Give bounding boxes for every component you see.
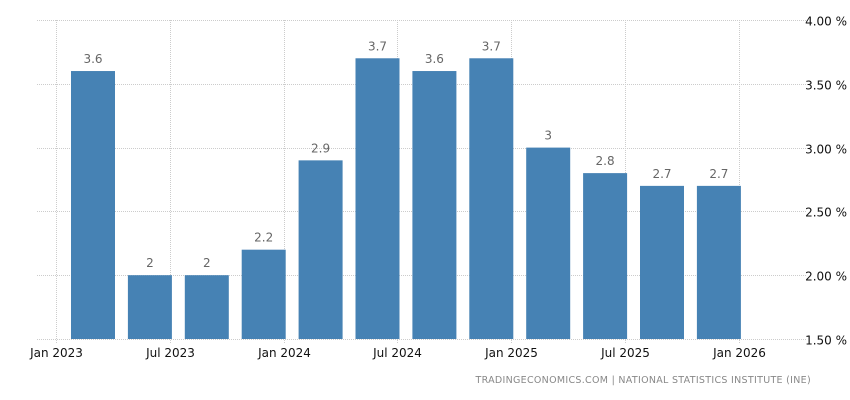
bar bbox=[696, 185, 741, 339]
bar bbox=[355, 58, 400, 339]
x-tick-label: Jul 2025 bbox=[600, 346, 650, 360]
x-axis: Jan 2023 Jul 2023 Jan 2024 Jul 2024 Jan 2025… bbox=[29, 346, 766, 360]
bar-value-label: 3.7 bbox=[368, 39, 387, 53]
bar-value-label: 2 bbox=[203, 256, 211, 270]
bar-value-label: 2.9 bbox=[311, 141, 330, 155]
bars bbox=[71, 58, 741, 339]
y-tick-label: 3.50 % bbox=[805, 79, 847, 93]
bar-value-label: 3 bbox=[544, 129, 552, 143]
bar bbox=[241, 249, 286, 339]
y-tick-label: 1.50 % bbox=[805, 334, 847, 348]
y-axis: 1.50 % 2.00 % 2.50 % 3.00 % 3.50 % 4.00 % bbox=[805, 15, 847, 348]
bar bbox=[412, 71, 457, 339]
source-credit: TRADINGECONOMICS.COM | NATIONAL STATISTI… bbox=[475, 375, 811, 386]
y-tick-label: 4.00 % bbox=[805, 15, 847, 29]
y-tick-label: 2.50 % bbox=[805, 206, 847, 220]
bar bbox=[583, 173, 628, 339]
bar-value-label: 2.2 bbox=[254, 231, 273, 245]
bar-value-label: 2.8 bbox=[596, 154, 615, 168]
x-tick-label: Jan 2026 bbox=[712, 346, 766, 360]
x-tick-label: Jan 2023 bbox=[29, 346, 83, 360]
bar-value-label: 3.6 bbox=[425, 52, 444, 66]
bar-value-labels: 3.6 2 2 2.2 2.9 3.7 3.6 3.7 3 2.8 2.7 2.7 bbox=[83, 39, 728, 270]
bar-value-label: 2 bbox=[146, 256, 154, 270]
bar bbox=[71, 71, 115, 339]
x-tick-label: Jul 2024 bbox=[372, 346, 422, 360]
bar bbox=[184, 275, 229, 339]
y-tick-label: 3.00 % bbox=[805, 143, 847, 157]
x-tick-label: Jan 2025 bbox=[484, 346, 538, 360]
bar bbox=[298, 160, 343, 339]
bar-value-label: 2.7 bbox=[652, 167, 671, 181]
bar bbox=[127, 275, 172, 339]
x-tick-label: Jan 2024 bbox=[257, 346, 311, 360]
x-tick-label: Jul 2023 bbox=[145, 346, 195, 360]
bar-value-label: 2.7 bbox=[709, 167, 728, 181]
bar-value-label: 3.7 bbox=[482, 39, 501, 53]
bar bbox=[469, 58, 514, 339]
y-tick-label: 2.00 % bbox=[805, 270, 847, 284]
bar bbox=[640, 185, 684, 339]
bar bbox=[526, 147, 571, 339]
bar-value-label: 3.6 bbox=[83, 52, 102, 66]
